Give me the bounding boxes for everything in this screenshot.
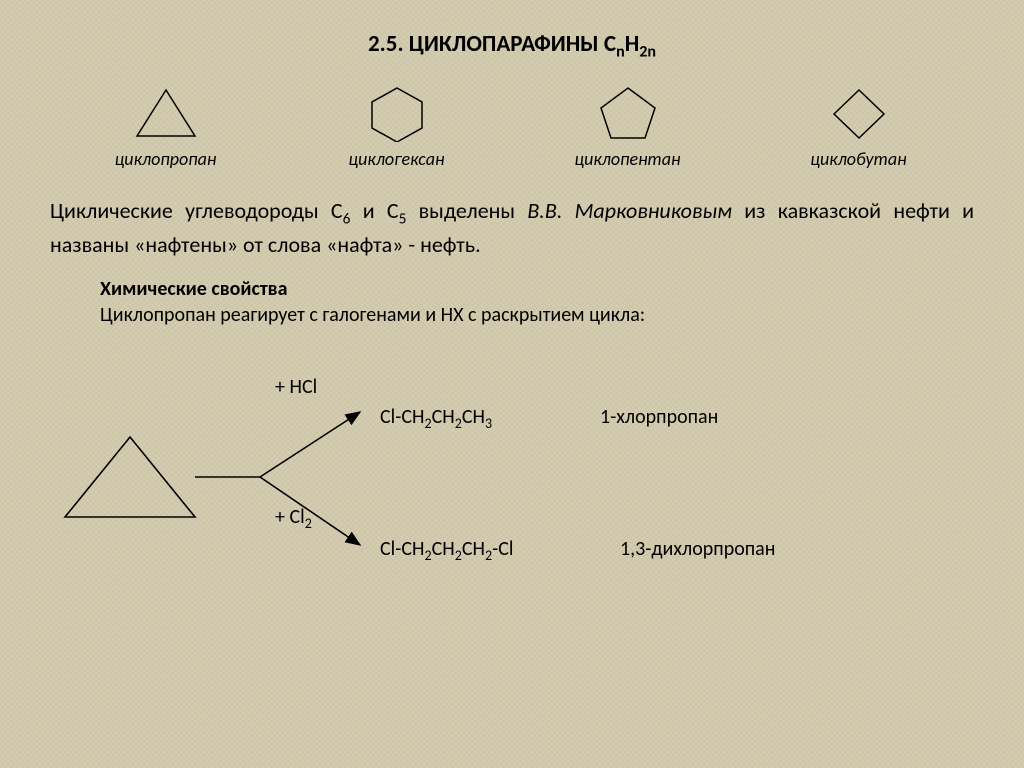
reagent-bottom: + Cl2	[275, 505, 312, 532]
title-word: ЦИКЛОПАРАФИНЫ	[409, 30, 599, 58]
shape-cyclopentane: циклопентан	[512, 84, 743, 170]
reaction-arrows-icon	[40, 337, 1000, 597]
product-top-name: 1-хлорпропан	[600, 405, 718, 429]
square-rot-icon	[828, 84, 890, 142]
product-bottom-formula: Cl-CH2CH2CH2-Cl	[380, 537, 513, 564]
product-bottom-name: 1,3-дихлорпропан	[620, 537, 775, 561]
body-paragraph: Циклические углеводороды C6 и C5 выделен…	[50, 196, 974, 260]
shapes-row: циклопропан циклогексан циклопентан цикл…	[50, 84, 974, 170]
shape-cyclobutane: циклобутан	[743, 84, 974, 170]
section-title: 2.5. ЦИКЛОПАРАФИНЫ CnH2n	[40, 30, 984, 62]
properties-line: Циклопропан реагирует с галогенами и HX …	[100, 303, 984, 327]
pentagon-icon	[595, 84, 661, 142]
product-top-formula: Cl-CH2CH2CH3	[380, 405, 492, 432]
shape-label: циклопентан	[512, 148, 743, 170]
shape-label: циклопропан	[50, 148, 281, 170]
properties-heading: Химические свойства	[100, 277, 984, 301]
author-name: В.В. Марковниковым	[527, 197, 732, 224]
shape-label: циклобутан	[743, 148, 974, 170]
section-number: 2.5.	[368, 30, 404, 58]
triangle-icon	[131, 84, 201, 142]
hexagon-icon	[364, 84, 430, 142]
reaction-scheme: + HCl + Cl2 Cl-CH2CH2CH3 1-хлорпропан Cl…	[40, 337, 984, 597]
shape-cyclohexane: циклогексан	[281, 84, 512, 170]
shape-label: циклогексан	[281, 148, 512, 170]
reagent-top: + HCl	[275, 375, 317, 399]
title-formula: CnH2n	[604, 30, 656, 58]
shape-cyclopropane: циклопропан	[50, 84, 281, 170]
